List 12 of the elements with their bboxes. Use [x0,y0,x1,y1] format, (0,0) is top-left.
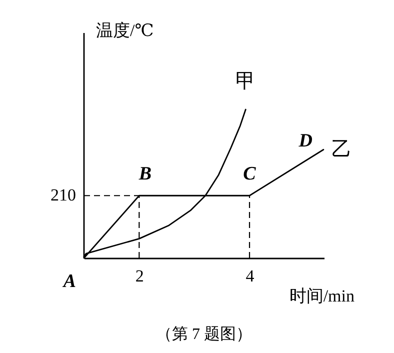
series-label: 乙 [331,138,352,161]
x-tick-label: 2 [135,266,144,286]
text: （第 7 题图） [156,326,252,343]
annotation: 210 [50,186,76,205]
series-label: 甲 [236,70,256,92]
y-axis-title: 温度/℃ [96,21,154,40]
annotation: D [298,130,313,152]
annotation: C [243,164,256,185]
x-axis-title: 时间/min [289,286,355,306]
x-tick-label: 4 [246,266,255,286]
annotation: A [62,271,76,292]
annotation: B [138,164,152,185]
